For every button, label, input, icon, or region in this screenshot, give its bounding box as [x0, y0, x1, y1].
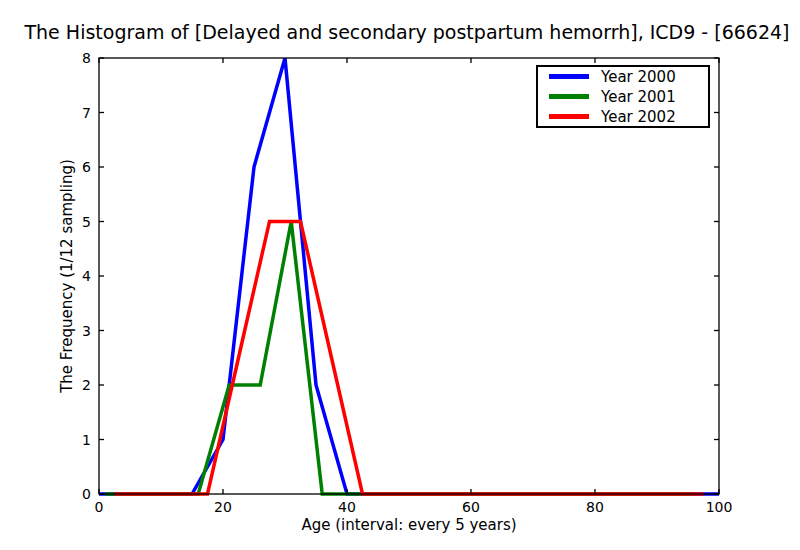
x-tick-label: 20	[214, 499, 232, 515]
chart-title: The Histogram of [Delayed and secondary …	[24, 21, 789, 43]
x-tick-label: 100	[706, 499, 733, 515]
legend-line-swatch-green	[549, 94, 589, 99]
legend-item-year-2002: Year 2002	[538, 107, 708, 127]
x-tick-label: 60	[462, 499, 480, 515]
y-tick-label: 3	[57, 323, 91, 339]
legend-box: Year 2000 Year 2001 Year 2002	[536, 65, 710, 128]
y-tick-label: 8	[57, 50, 91, 66]
y-tick-label: 2	[57, 377, 91, 393]
legend-label: Year 2002	[601, 107, 676, 127]
legend-item-year-2001: Year 2001	[538, 87, 708, 107]
y-tick-label: 0	[57, 486, 91, 502]
x-tick-label: 80	[586, 499, 604, 515]
x-tick-label: 0	[95, 499, 104, 515]
legend-label: Year 2001	[601, 87, 676, 107]
y-tick-label: 6	[57, 159, 91, 175]
y-tick-label: 5	[57, 214, 91, 230]
y-tick-label: 7	[57, 105, 91, 121]
x-tick-label: 40	[338, 499, 356, 515]
y-tick-label: 1	[57, 432, 91, 448]
legend-item-year-2000: Year 2000	[538, 67, 708, 87]
series-line-year-2001	[105, 222, 694, 495]
legend-line-swatch-blue	[549, 74, 589, 79]
x-axis-label: Age (interval: every 5 years)	[301, 516, 516, 534]
y-tick-label: 4	[57, 268, 91, 284]
series-line-year-2002	[115, 222, 704, 495]
figure-canvas: { "title": "The Histogram of [Delayed an…	[0, 0, 800, 550]
legend-line-swatch-red	[549, 114, 589, 119]
legend-label: Year 2000	[601, 67, 676, 87]
